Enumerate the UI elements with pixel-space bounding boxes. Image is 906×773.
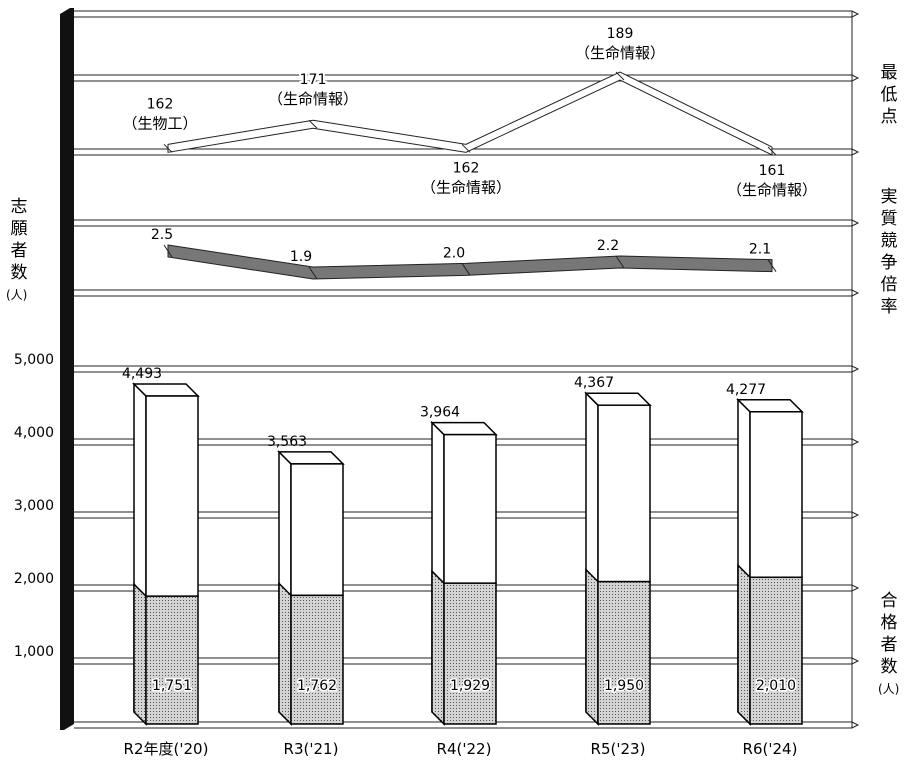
y-axis-bar xyxy=(60,8,74,730)
applicant-value-label: 4,277 xyxy=(726,382,766,398)
grid-line xyxy=(74,365,860,373)
applicant-value-label: 4,493 xyxy=(122,366,162,382)
passer-value-label: 2,010 xyxy=(756,678,796,694)
ratio-point xyxy=(461,263,471,276)
applicant-bar xyxy=(597,404,651,583)
applicant-value-label: 3,964 xyxy=(420,405,460,421)
lowest-score-value-label: 189 xyxy=(607,26,634,42)
bar-top-face xyxy=(584,392,652,406)
bar-top-face xyxy=(277,451,345,465)
y-tick-label: 1,000 xyxy=(14,644,54,660)
lowest-score-department-label: （生物工） xyxy=(122,114,197,132)
lowest-score-value-label: 162 xyxy=(453,160,480,176)
passer-bar xyxy=(145,595,199,725)
lowest-score-department-label: （生命情報） xyxy=(575,44,665,62)
passer-bar-side-face xyxy=(278,581,292,726)
lowest-score-point xyxy=(308,119,318,129)
grid-line xyxy=(74,289,860,297)
ratio-value-label: 2.5 xyxy=(151,227,173,243)
x-category-label: R4('22) xyxy=(437,740,492,758)
ratio-point xyxy=(767,259,777,272)
y-axis-unit: (人) xyxy=(6,288,28,302)
y-tick-label: 3,000 xyxy=(14,498,54,514)
applicant-value-label: 4,367 xyxy=(574,375,614,391)
lowest-score-point xyxy=(163,143,173,153)
passer-bar-side-face xyxy=(133,582,147,726)
applicant-bar xyxy=(145,395,199,597)
x-category-label: R6('24) xyxy=(743,740,798,758)
grid-line xyxy=(74,148,860,156)
passers-title: 合 格 者 数 xyxy=(880,591,898,677)
grid-line xyxy=(74,74,860,82)
applicant-bar xyxy=(443,433,497,584)
lowest-score-title: 最 低 点 xyxy=(880,63,898,127)
passer-value-label: 1,950 xyxy=(604,678,644,694)
passer-bar xyxy=(443,582,497,725)
lowest-score-department-label: （生命情報） xyxy=(268,90,358,108)
y-axis-title: 志 願 者 数 xyxy=(10,197,28,283)
passer-value-label: 1,762 xyxy=(297,678,337,694)
lowest-score-point xyxy=(461,143,471,153)
grid-line xyxy=(74,219,860,227)
passer-bar xyxy=(597,580,651,725)
lowest-score-line xyxy=(167,71,773,156)
x-category-label: R2年度('20) xyxy=(124,740,209,758)
y-tick-label: 5,000 xyxy=(14,352,54,368)
passer-value-label: 1,751 xyxy=(152,678,192,694)
ratio-value-label: 2.0 xyxy=(443,245,465,261)
bar-top-face xyxy=(132,383,200,397)
ratio-value-label: 2.2 xyxy=(597,238,619,254)
x-category-label: R5('23) xyxy=(591,740,646,758)
ratio-point xyxy=(615,255,625,269)
passer-bar xyxy=(749,576,803,725)
passer-bar xyxy=(290,594,344,725)
y-tick-label: 4,000 xyxy=(14,425,54,441)
ratio-value-label: 1.9 xyxy=(290,249,312,265)
grid-line xyxy=(74,10,860,18)
grid-line xyxy=(74,721,860,729)
lowest-score-point xyxy=(615,71,625,81)
applicant-bar xyxy=(290,463,344,597)
lowest-score-point xyxy=(767,146,777,156)
applicant-bar xyxy=(749,411,803,579)
passer-value-label: 1,929 xyxy=(450,678,490,694)
ratio-value-label: 2.1 xyxy=(749,242,771,258)
lowest-score-value-label: 162 xyxy=(147,96,174,112)
lowest-score-value-label: 161 xyxy=(759,163,786,179)
lowest-score-department-label: （生命情報） xyxy=(727,181,817,199)
ratio-point xyxy=(308,266,318,280)
bar-top-face xyxy=(736,399,804,413)
passer-bar-side-face xyxy=(431,569,445,726)
bar-top-face xyxy=(430,421,498,436)
passers-unit: (人) xyxy=(878,682,900,696)
passer-bar-side-face xyxy=(585,567,599,726)
applicant-value-label: 3,563 xyxy=(267,434,307,450)
passer-bar-side-face xyxy=(737,563,751,726)
y-tick-label: 2,000 xyxy=(14,571,54,587)
competition-ratio-title: 実 質 競 争 倍 率 xyxy=(880,187,898,317)
ratio-point xyxy=(163,244,173,258)
x-category-label: R3('21) xyxy=(284,740,339,758)
lowest-score-department-label: （生命情報） xyxy=(421,178,511,196)
ratio-line xyxy=(167,244,773,280)
lowest-score-value-label: 171 xyxy=(300,72,327,88)
